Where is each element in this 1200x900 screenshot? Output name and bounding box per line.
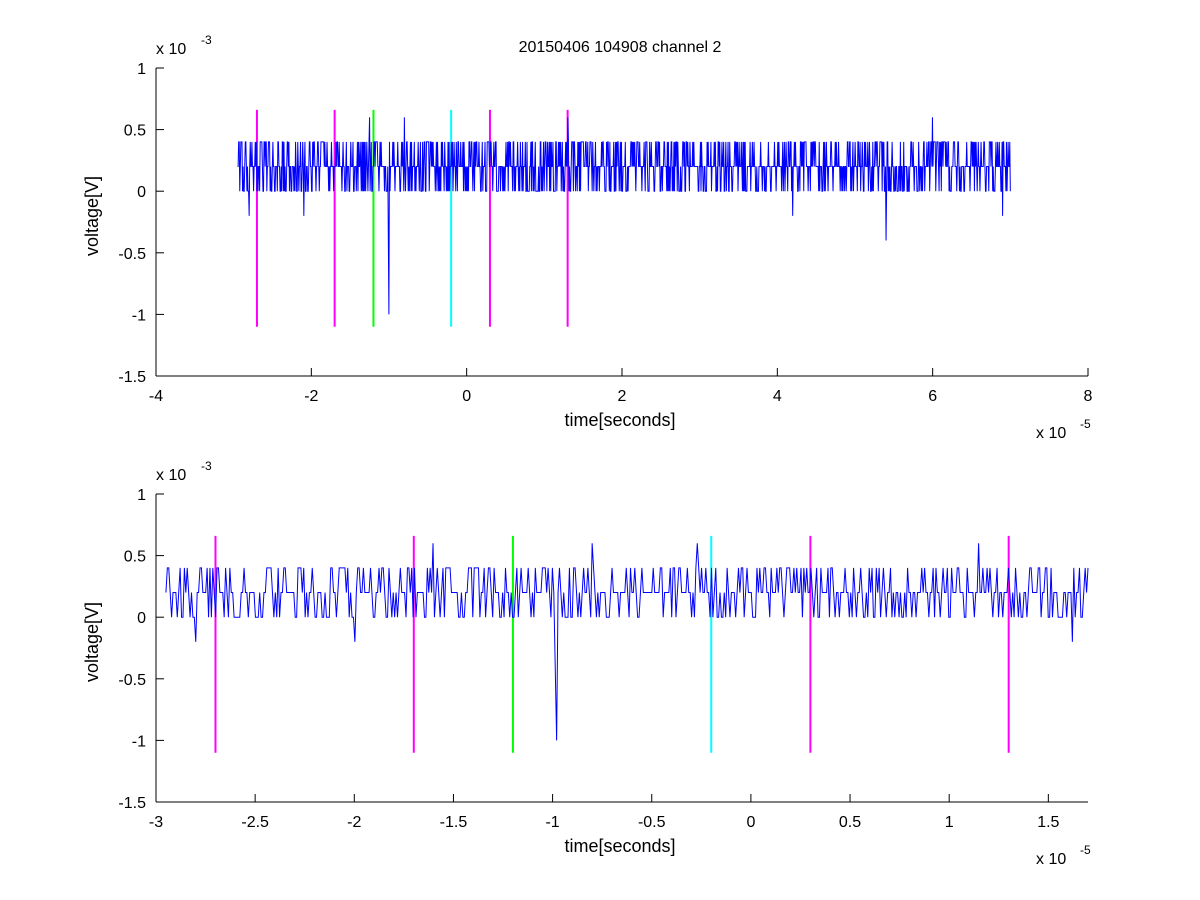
y-exponent-base: x 10	[156, 467, 186, 484]
x-tick-label: 0	[462, 388, 471, 405]
x-tick-label: -1.5	[440, 814, 468, 831]
x-exponent-base: x 10	[1036, 425, 1066, 442]
y-tick-label: 0.5	[124, 549, 146, 566]
signal-series-line	[165, 543, 1089, 741]
x-axis-label: time[seconds]	[564, 836, 675, 856]
x-tick-label: -2.5	[241, 814, 269, 831]
bottom-subplot: -3 -2.5 -2 -1.5 -1 -0.5 0 0.5 1 1.5 -1.5 -1 -0.5 0 0.5…	[82, 459, 1091, 868]
x-tick-label: 1.5	[1037, 814, 1059, 831]
y-tick-label: -1	[132, 307, 146, 324]
x-tick-label: -2	[304, 388, 318, 405]
x-tick-label: -4	[149, 388, 163, 405]
y-axis-label: voltage[V]	[82, 602, 102, 682]
y-tick-label: -1	[132, 733, 146, 750]
y-tick-label: 1	[137, 487, 146, 504]
y-tick-label: 0	[137, 184, 146, 201]
y-exponent-power: -3	[201, 33, 212, 47]
y-exponent-base: x 10	[156, 41, 186, 58]
x-axis-label: time[seconds]	[564, 410, 675, 430]
x-tick-label: -2	[347, 814, 361, 831]
x-tick-label: -1	[545, 814, 559, 831]
y-tick-label: -1.5	[118, 369, 146, 386]
x-exponent-base: x 10	[1036, 851, 1066, 868]
y-exponent-power: -3	[201, 459, 212, 473]
y-tick-label: 1	[137, 61, 146, 78]
x-tick-label: 1	[945, 814, 954, 831]
y-axis-label: voltage[V]	[82, 176, 102, 256]
y-tick-label: -0.5	[118, 672, 146, 689]
signal-series-line	[237, 117, 1011, 315]
x-exponent-power: -5	[1080, 417, 1091, 431]
x-tick-label: 8	[1084, 388, 1093, 405]
x-tick-label: 4	[773, 388, 782, 405]
y-tick-label: -0.5	[118, 246, 146, 263]
y-tick-label: 0	[137, 610, 146, 627]
x-tick-label: -0.5	[638, 814, 666, 831]
x-tick-label: 0	[746, 814, 755, 831]
top-subplot: -4 -2 0 2 4 6 8 -1.5 -1 -0.5 0 0.5 1 time[seconds] vol…	[82, 33, 1093, 442]
figure-title: 20150406 104908 channel 2	[519, 39, 722, 56]
x-tick-label: -3	[149, 814, 163, 831]
x-tick-label: 0.5	[839, 814, 861, 831]
x-tick-label: 6	[928, 388, 937, 405]
x-tick-label: 2	[618, 388, 627, 405]
y-tick-label: -1.5	[118, 795, 146, 812]
x-exponent-power: -5	[1080, 843, 1091, 857]
y-tick-label: 0.5	[124, 123, 146, 140]
